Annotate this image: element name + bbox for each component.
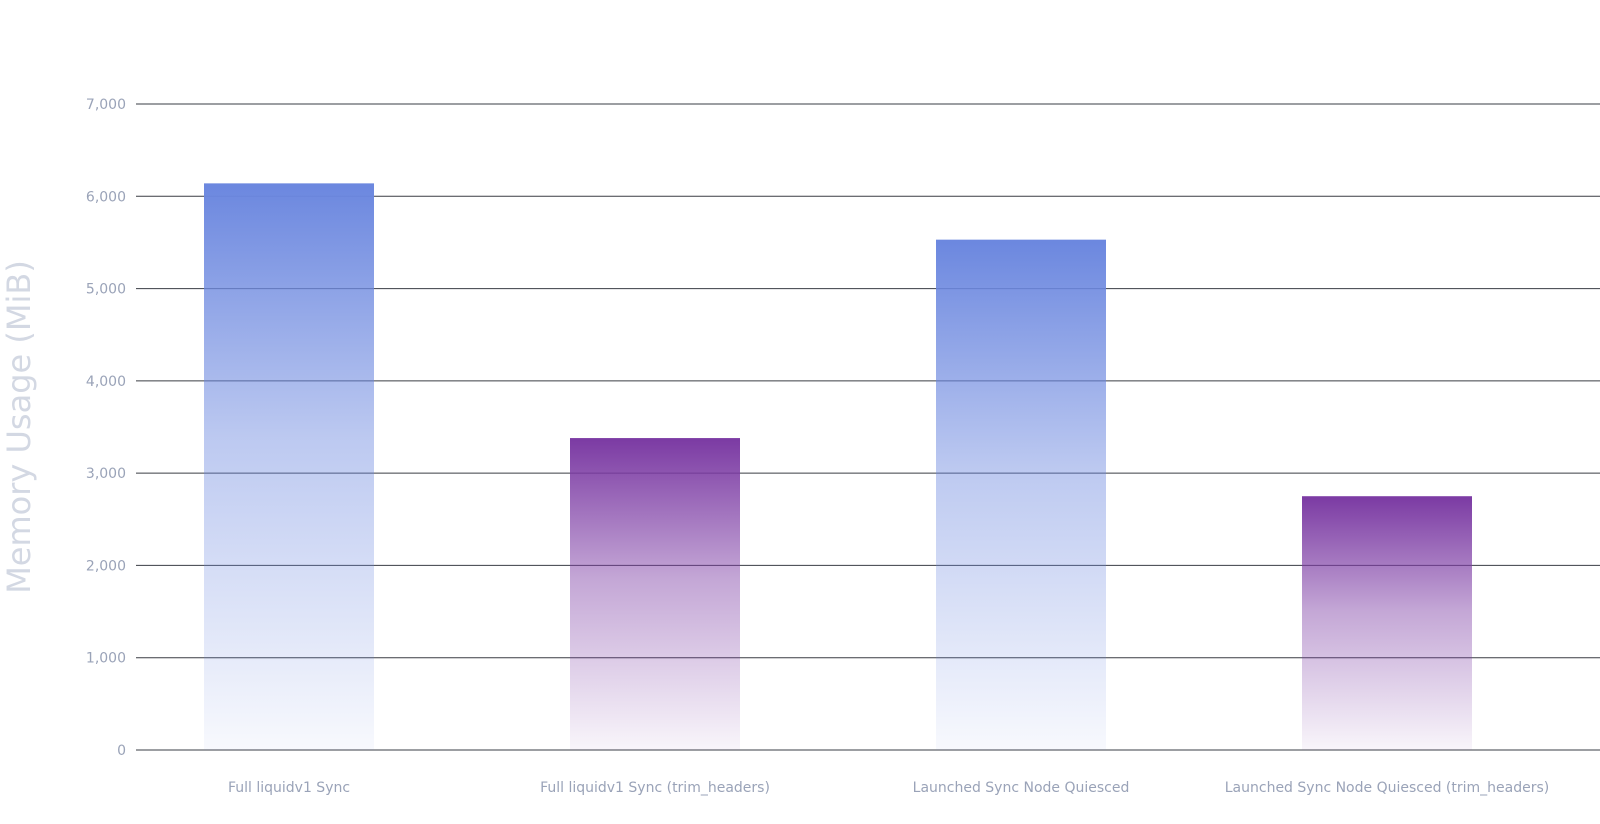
y-axis-title: Memory Usage (MiB) (0, 260, 38, 594)
y-tick-label: 1,000 (86, 651, 126, 667)
x-category-labels: Full liquidv1 Sync Full liquidv1 Sync (tr… (228, 780, 1549, 796)
x-category-label: Launched Sync Node Quiesced (trim_header… (1225, 780, 1549, 796)
x-category-label: Launched Sync Node Quiesced (913, 780, 1130, 796)
bar-3 (936, 239, 1106, 750)
y-tick-label: 4,000 (86, 374, 126, 390)
y-tick-label: 2,000 (86, 558, 126, 574)
x-category-label: Full liquidv1 Sync (trim_headers) (540, 780, 770, 796)
x-category-label: Full liquidv1 Sync (228, 780, 350, 796)
y-tick-label: 0 (117, 743, 126, 759)
y-tick-label: 5,000 (86, 282, 126, 298)
bars (204, 183, 1472, 750)
gridlines (136, 103, 1600, 751)
bar-4 (1302, 496, 1472, 750)
y-tick-label: 7,000 (86, 97, 126, 113)
bar-2 (570, 438, 740, 750)
bar-1 (204, 183, 374, 750)
y-tick-label: 3,000 (86, 466, 126, 482)
y-tick-label: 6,000 (86, 189, 126, 205)
y-tick-labels: 0 1,000 2,000 3,000 4,000 5,000 6,000 7,000 (86, 97, 126, 759)
